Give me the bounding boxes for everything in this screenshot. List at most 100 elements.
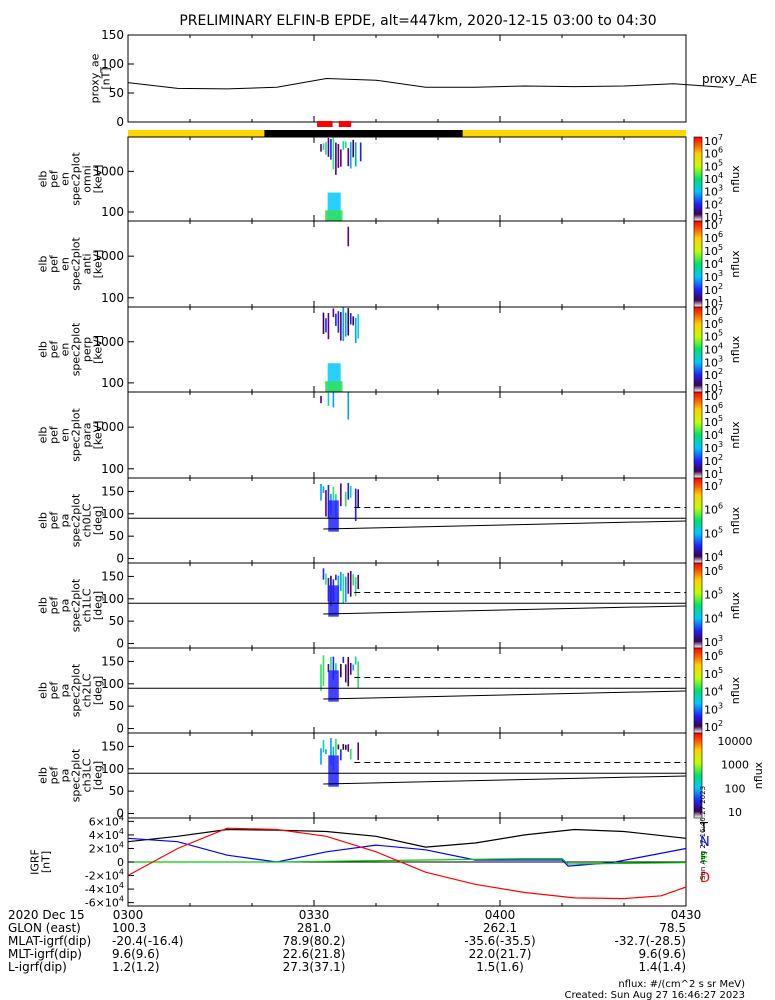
pa_ch0-cell [354,488,357,521]
pa_ch3-cell [347,744,350,752]
spec_perp-ylabel-line-2: en [59,343,72,357]
xaxis-row-value: 262.1 [483,921,517,935]
pa_ch2-cell [345,664,347,683]
proxy-ae-legend: proxy_AE [702,72,757,86]
spec_omni-cell [320,144,322,152]
spec_omni-cell [332,137,335,170]
pa_ch2-zlabel-tick: 103 [704,701,723,716]
pa_ch1-frame [127,562,687,649]
pa_ch2-cell [322,655,325,686]
spec_anti-texture [347,226,350,247]
xaxis-row-label: MLAT-igrf(dip) [8,934,91,948]
pa_ch3-cell [325,749,327,755]
spec_perp-colorbar [693,306,703,393]
pa_ch3-cell [335,738,337,756]
spec_omni-ylabel-line-0: elb [37,171,50,188]
proxy-ae-ytick-label: 50 [109,86,124,100]
spec_perp-ytick-label: 1000 [93,335,124,349]
xaxis-row-value: 22.6(21.8) [283,947,346,961]
spec_anti-colorbar [693,220,703,308]
spec_para-ylabel-line-5: [keV] [92,421,105,450]
igrf-legend-T: T [699,821,708,836]
spec_anti-ylabel-line-4: anti [81,253,94,274]
xaxis-row-label: MLT-igrf(dip) [8,947,82,961]
igrf-series-D [127,827,687,900]
zone-marker-1 [338,121,352,127]
xaxis-row-value: 1.4(1.4) [638,960,686,974]
pa_ch0-zlabel: nflux [729,506,742,534]
pa_ch2-cell [332,656,335,680]
pa_ch3-ytick-label: 100 [101,762,124,776]
pa_ch2-cell [354,656,357,665]
pa_ch1-cell [357,574,359,590]
pa_ch2-zlabel: nflux [729,676,742,704]
igrf-ytick-label: 6×104 [89,813,124,828]
spec_anti-ytick-label: 1000 [93,249,124,263]
pa_ch0-cell [332,486,335,501]
spec_perp-cell [325,318,327,333]
spec_para-cell [320,395,322,404]
spec_para-ytick-label: 1000 [93,420,124,434]
spec_perp-zlabel: nflux [729,335,742,363]
pa_ch2-loss-cone-line [323,690,687,700]
pa_ch3-ytick-label: 50 [109,784,124,798]
xaxis-row-value: 281.0 [297,921,331,935]
xaxis-tick-label: 0330 [299,908,330,922]
pa_ch3-zlabel-tick: 100 [725,782,746,795]
spec_para-texture [320,392,350,420]
igrf-ytick-label: -2×104 [85,868,124,883]
pa_ch1-ytick-label: 100 [101,592,124,606]
pa_ch2-zlabel-tick: 106 [704,648,723,663]
pa_ch3-ylabel-line-2: pa [59,769,72,783]
spec_para-cell [332,392,335,408]
spec_perp-core-low [325,381,343,392]
pa_ch2-ylabel-line-5: [deg] [92,676,105,705]
xaxis-row-value: 9.6(9.6) [112,947,160,961]
spec_omni-cell [340,149,342,167]
spec_anti-zlabel: nflux [729,250,742,278]
spec_omni-cell [337,143,340,168]
pa_ch1-ylabel-line-0: elb [37,597,50,614]
pa_ch1-cell [322,568,325,580]
xaxis-row-value: 27.3(37.1) [283,960,346,974]
spec_omni-zlabel: nflux [729,165,742,193]
xaxis-tick-label: 0430 [671,908,702,922]
pa_ch3-zlabel-tick: 10 [728,806,742,819]
zone-segment-0 [128,130,265,137]
pa_ch0-cell [347,482,350,500]
timestamp-vertical: Sun Aug 27 16:46:27 2023 [699,786,707,880]
spec_omni-cell [342,141,345,150]
pa_ch3-cell [345,744,347,750]
igrf-ytick-label: -4×104 [85,881,124,896]
spec_perp-cell [349,313,352,325]
pa_ch0-ytick-label: 150 [101,484,124,498]
igrf-ylabel-line-1: [nT] [40,851,53,873]
spec_perp-cell [354,317,357,344]
spec_omni-texture [320,137,362,175]
pa_ch1-cell [325,573,327,585]
igrf-legend-E: E [700,851,708,866]
igrf-ytick-label: -6×104 [85,895,124,910]
spec_perp-cell [342,307,345,342]
igrf-ylabel-line-0: IGRF [29,849,42,875]
spec_para-cell [327,392,330,406]
pa_ch3-zlabel: nflux [752,761,765,789]
pa_ch1-zlabel-tick: 106 [704,563,723,578]
xaxis-row-label: L-igrf(dip) [8,960,67,974]
xaxis-row-value: 1.2(1.2) [112,960,160,974]
pa_ch0-ytick-label: 100 [101,507,124,521]
pa_ch1-zlabel-tick: 105 [704,587,723,602]
footer-created: Created: Sun Aug 27 16:46:27 2023 [565,990,745,1000]
pa_ch3-ylabel-line-1: pef [48,766,61,785]
pa_ch0-ylabel-line-1: pef [48,511,61,530]
spec_perp-ylabel-line-1: pef [48,340,61,359]
proxy-ae-frame [127,34,687,123]
proxy-ae-ytick-label: 100 [101,57,124,71]
pa_ch0-cell [322,486,325,494]
spec_anti-ylabel-line-0: elb [37,256,50,273]
pa_ch2-ytick-label: 50 [109,699,124,713]
spec_perp-ylabel-line-0: elb [37,341,50,358]
pa_ch2-cell [340,663,342,678]
pa_ch0-zlabel-tick: 105 [704,525,723,540]
